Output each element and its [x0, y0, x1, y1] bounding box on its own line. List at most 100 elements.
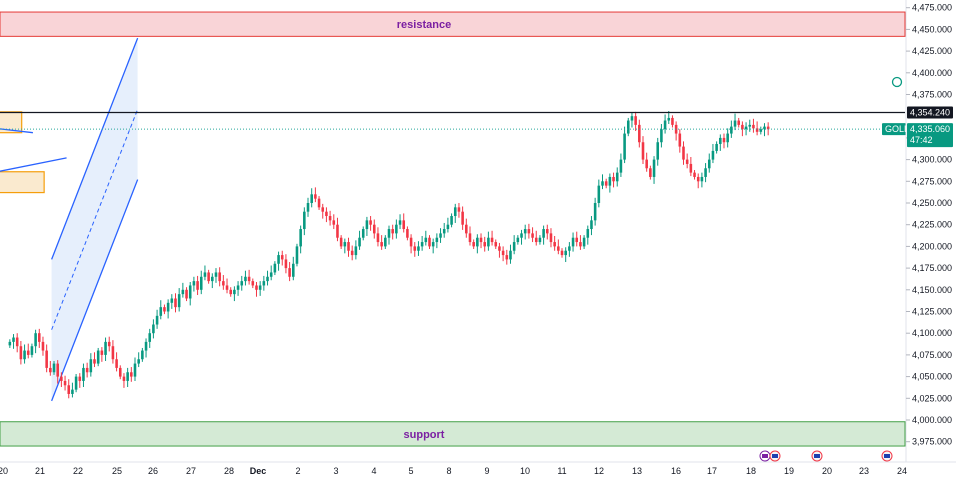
time-axis[interactable]: 20 21 22 25 26 27 28 Dec 2 3 4 5 8 9 10 11 12 13 16 17 18 19 2… — [0, 461, 956, 480]
candle-body — [707, 159, 711, 169]
candle — [321, 203, 325, 219]
candle-body — [229, 289, 232, 295]
candle-body — [137, 359, 140, 364]
time-tick-label: 10 — [520, 466, 530, 476]
candle-body — [343, 242, 347, 247]
candle — [696, 173, 700, 189]
price-tick-label: 4,050.000 — [912, 372, 952, 382]
channel-layer — [51, 37, 139, 402]
candle-body — [181, 289, 185, 295]
candle — [225, 278, 229, 294]
candle — [435, 233, 439, 249]
candle-body — [45, 350, 48, 368]
candle-body — [233, 289, 236, 295]
candle — [722, 133, 726, 149]
candle-body — [328, 216, 332, 221]
flag-event-icon — [811, 450, 823, 462]
candle — [185, 287, 188, 302]
time-axis-bg — [0, 462, 956, 480]
candle — [236, 281, 240, 296]
countdown-label: 47:42 — [910, 135, 933, 145]
candle — [255, 281, 258, 297]
candle-body — [476, 237, 479, 247]
candle — [571, 232, 575, 252]
candle-body — [667, 117, 671, 121]
candle-body — [527, 229, 531, 234]
candle — [222, 275, 225, 290]
candle-body — [387, 229, 391, 238]
candle — [199, 270, 203, 295]
candle — [652, 156, 656, 184]
key-level-tag-bg — [907, 106, 953, 119]
candle — [34, 329, 37, 354]
candle-body — [468, 233, 472, 243]
markers-layer — [759, 76, 903, 462]
candle — [520, 229, 523, 245]
candle-body — [218, 272, 221, 282]
candle-body — [332, 220, 336, 225]
candle — [144, 338, 148, 358]
candle — [619, 153, 623, 177]
lightning-event-icon — [759, 450, 771, 462]
time-tick-label: 3 — [333, 466, 338, 476]
candle — [564, 247, 567, 263]
candle-body — [406, 229, 409, 238]
candle-body — [619, 159, 623, 173]
candle-body — [317, 198, 321, 208]
candle — [137, 352, 140, 368]
candle-body — [501, 250, 505, 256]
candle-body — [321, 207, 325, 212]
candle — [207, 269, 210, 284]
candle-body — [67, 385, 71, 394]
candle — [663, 114, 667, 134]
candle-body — [255, 285, 258, 290]
candle — [752, 118, 755, 133]
candle-body — [509, 250, 512, 260]
candle-body — [490, 237, 494, 243]
candle — [623, 126, 626, 164]
candle — [660, 124, 663, 148]
candle — [369, 216, 372, 231]
time-tick-label: 18 — [746, 466, 756, 476]
candle-body — [442, 229, 446, 234]
time-tick-label: 22 — [73, 466, 83, 476]
candle — [387, 225, 391, 245]
candle — [133, 357, 137, 381]
candle — [192, 276, 196, 292]
time-tick-label: Dec — [250, 466, 267, 476]
candle — [196, 275, 199, 296]
candle — [8, 339, 12, 348]
candle-body — [638, 124, 641, 143]
candle — [71, 382, 74, 398]
candle-body — [325, 211, 328, 217]
candle — [78, 373, 82, 388]
candle-body — [225, 285, 229, 290]
price-axis[interactable]: 3,975.000 4,000.000 4,025.000 4,050.000 4,07… — [905, 0, 956, 462]
candle-body — [546, 229, 549, 234]
candle-body — [199, 276, 203, 290]
candle — [741, 121, 744, 137]
candle-body — [649, 168, 652, 177]
candle — [568, 242, 571, 257]
candle — [553, 235, 556, 251]
candle — [450, 213, 453, 228]
time-tick-label: 2 — [295, 466, 300, 476]
candle — [516, 235, 520, 245]
candle — [465, 218, 468, 238]
candle — [634, 111, 637, 131]
candle — [45, 344, 48, 373]
candle-body — [384, 237, 387, 247]
candle — [67, 379, 71, 399]
candle-body — [141, 350, 144, 360]
candle — [748, 119, 752, 132]
candle — [420, 235, 424, 251]
candle-body — [15, 337, 19, 347]
symbol-tag: GOLD — [882, 123, 911, 136]
candle — [188, 281, 192, 306]
candle-body — [512, 242, 516, 251]
candle-body — [549, 233, 553, 243]
current-price-tag-bg — [907, 123, 953, 148]
candle-body — [689, 163, 693, 173]
candle — [442, 222, 446, 238]
